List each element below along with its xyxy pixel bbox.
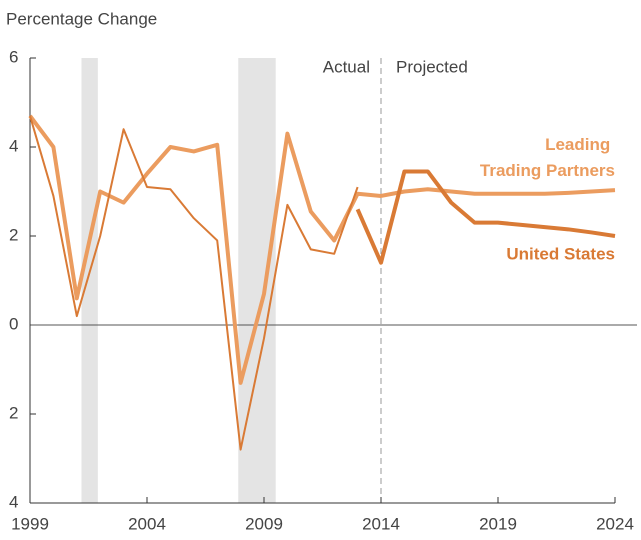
y-tick-label: 4 <box>9 136 18 155</box>
y-tick-label: 2 <box>9 225 18 244</box>
x-tick-label: 2009 <box>245 514 283 533</box>
x-tick-label: 2004 <box>128 514 166 533</box>
annotation: Projected <box>396 57 468 76</box>
x-tick-label: 1999 <box>11 514 49 533</box>
legend-label: Leading Trading Partners <box>480 135 615 180</box>
y-tick-label: 4 <box>9 492 18 511</box>
annotation: Actual <box>323 57 370 76</box>
y-tick-label: 2 <box>9 403 18 422</box>
line <box>29 115 359 451</box>
y-axis-label: Percentage Change <box>6 9 157 28</box>
x-tick-label: 2019 <box>479 514 517 533</box>
line <box>28 114 616 385</box>
y-tick-label: 0 <box>9 314 18 333</box>
x-tick-label: 2014 <box>362 514 400 533</box>
shaded-band <box>81 58 98 503</box>
line <box>355 169 616 265</box>
y-tick-label: 6 <box>9 47 18 66</box>
x-tick-label: 2024 <box>596 514 634 533</box>
legend-label: United States <box>506 244 615 263</box>
